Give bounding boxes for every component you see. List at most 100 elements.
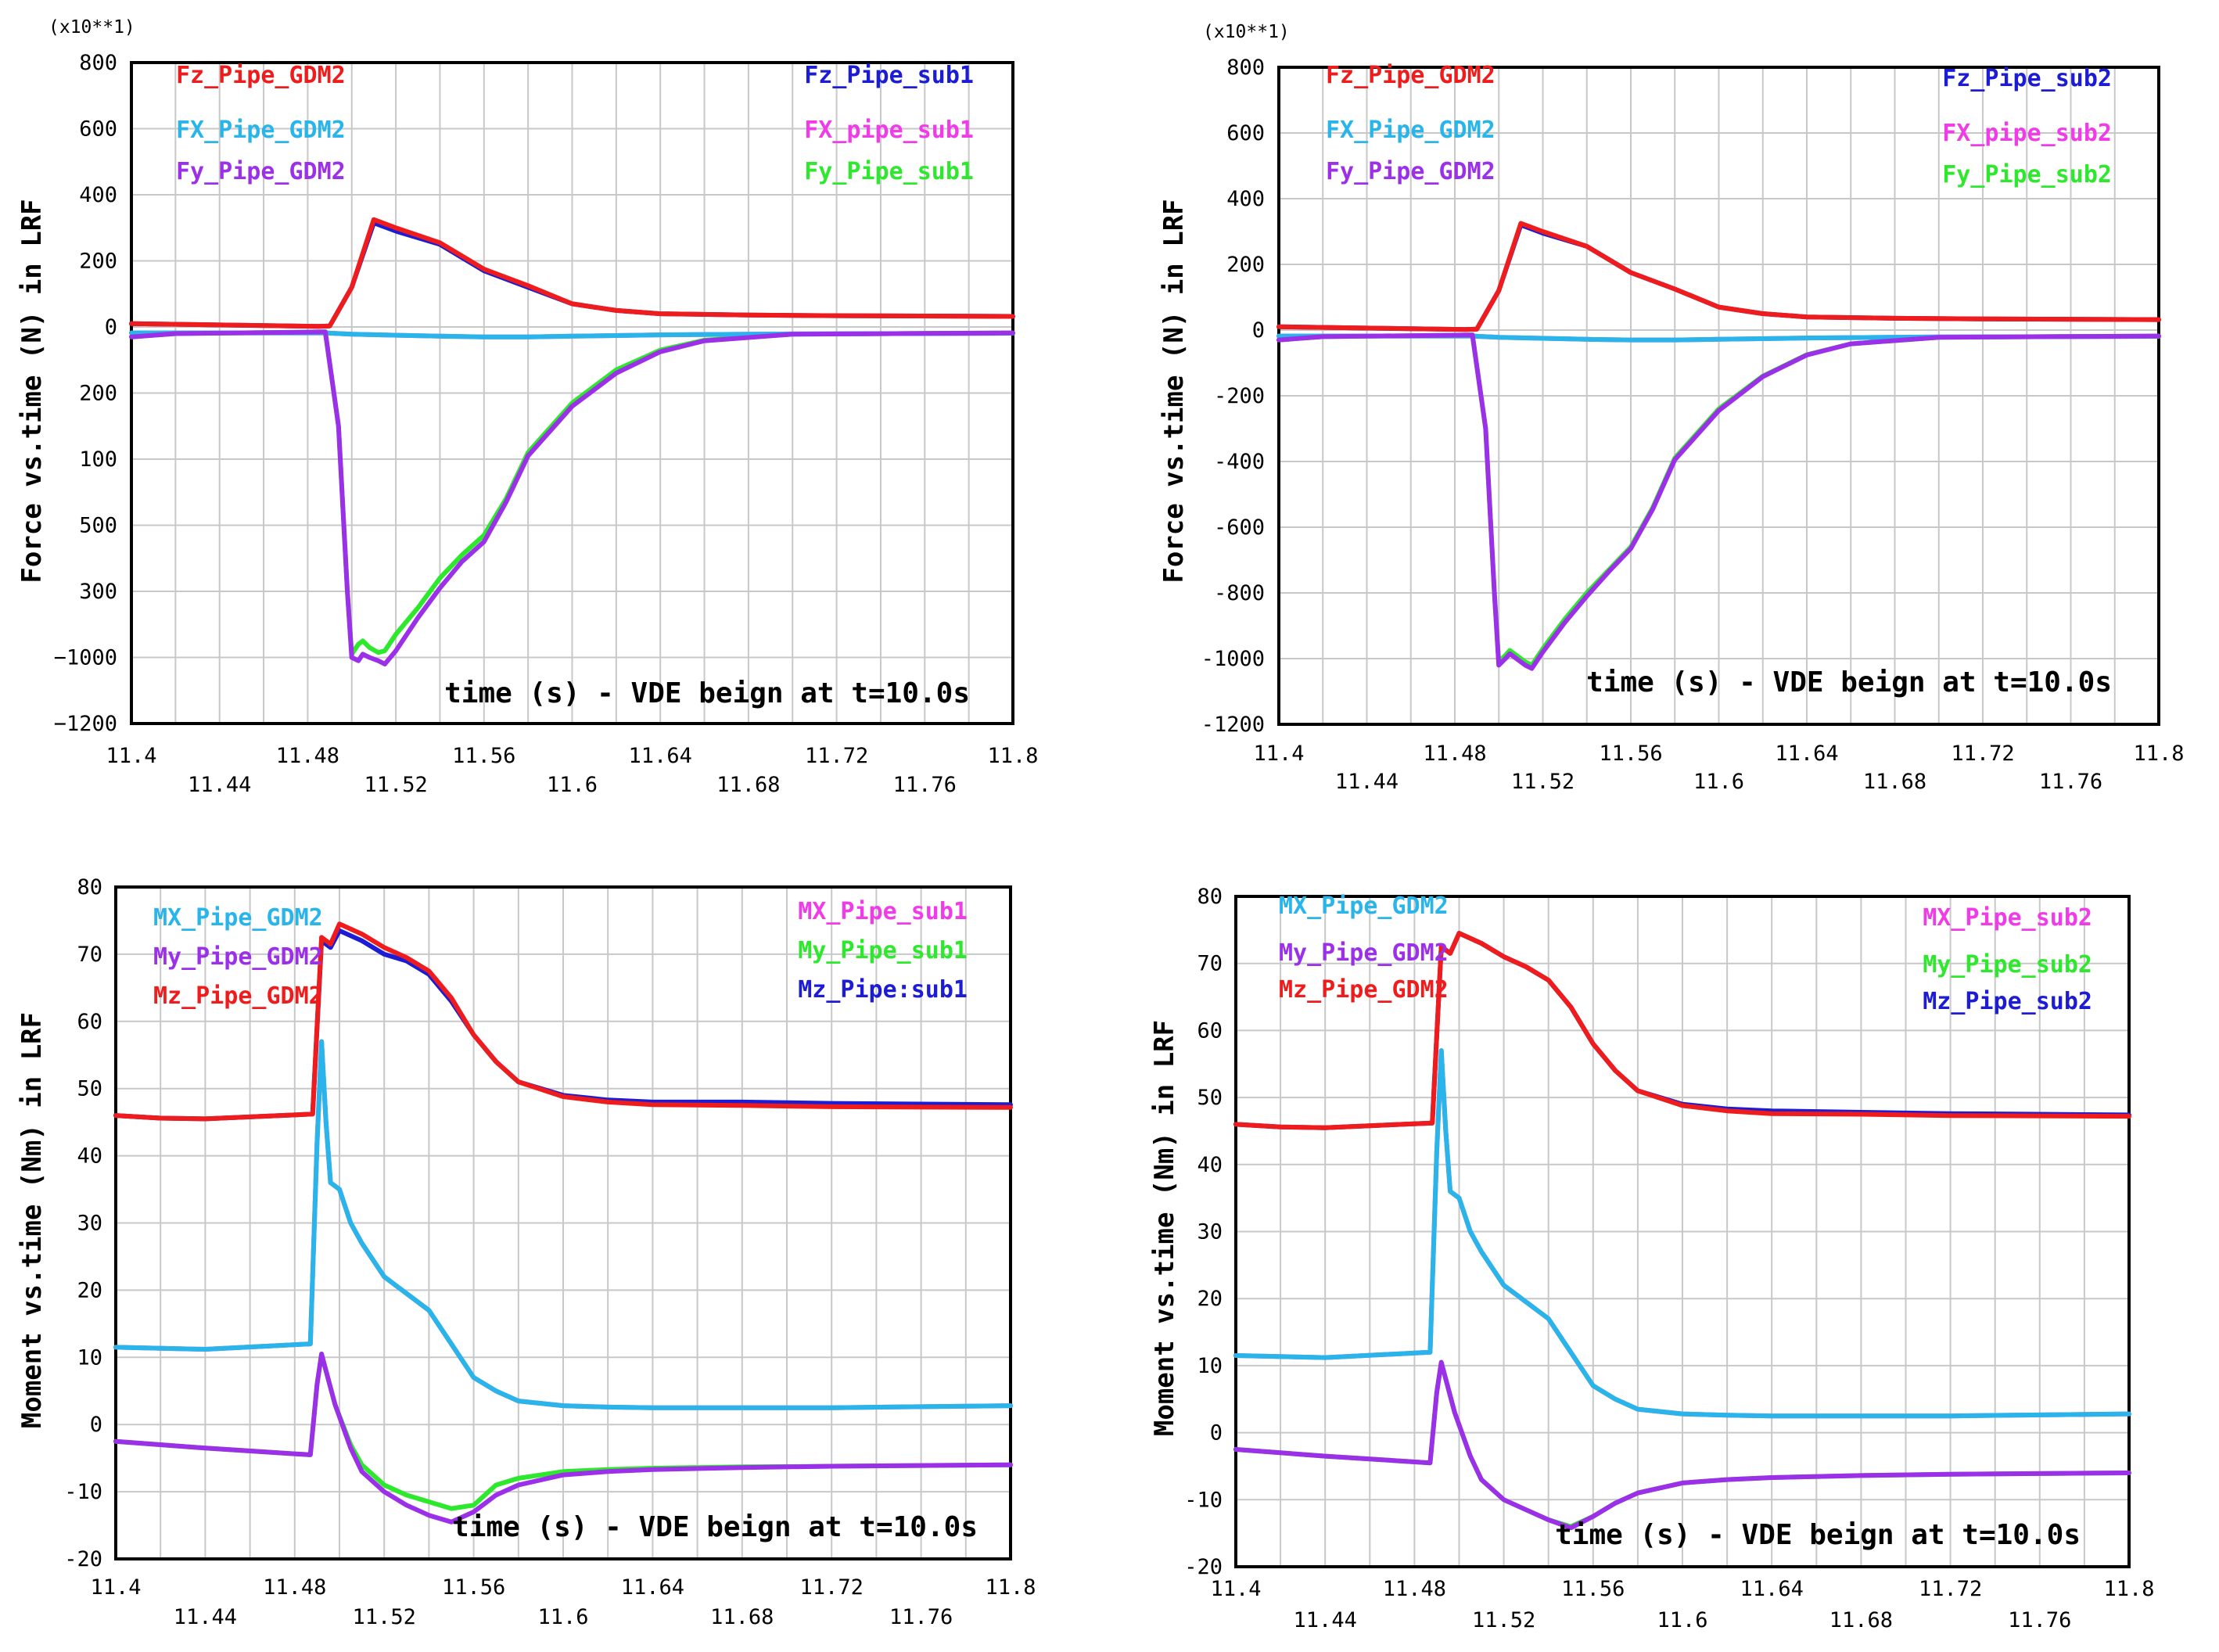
legend-entry: Fz_Pipe_sub2 [1942, 65, 2112, 92]
y-tick-label: 0 [1210, 1421, 1223, 1446]
x-tick-label: 11.52 [1511, 770, 1574, 794]
x-tick-label: 11.8 [2133, 742, 2184, 766]
y-tick-label: 200 [1226, 253, 1265, 277]
y-tick-label: 70 [1197, 952, 1223, 976]
chart-1: 800 600 400 200 0 200 100 500 300 −1000 −1200 11.4 1… [16, 17, 1039, 797]
y-axis-title: Force vs.time (N) in LRF [1158, 199, 1190, 583]
x-tick-label: 11.4 [1210, 1577, 1261, 1601]
x-axis-note: time (s) - VDE beign at t=10.0s [444, 677, 970, 709]
y-tick-label: 30 [77, 1212, 102, 1236]
legend-entry: My_Pipe_GDM2 [153, 943, 323, 971]
legend-entry: My_Pipe_sub1 [798, 937, 968, 964]
x-tick-label: 11.56 [1561, 1577, 1625, 1601]
y-tick-label: 600 [1226, 121, 1265, 145]
legend-entry: Fy_Pipe_GDM2 [176, 158, 346, 185]
legend-entry: Mz_Pipe_GDM2 [153, 982, 323, 1010]
x-axis-note: time (s) - VDE beign at t=10.0s [1555, 1519, 2081, 1551]
y-tick-label: 80 [1197, 885, 1223, 909]
legend-entry: Fz_Pipe_GDM2 [1326, 62, 1495, 89]
y-tick-label: 20 [77, 1278, 102, 1302]
y-tick-label: 70 [77, 943, 102, 967]
series-line-Fz_Pipe_GDM2 [1276, 221, 2161, 332]
y-tick-label: −1000 [54, 646, 117, 670]
x-tick-label: 11.8 [985, 1575, 1036, 1600]
y-tick-label: 50 [77, 1077, 102, 1101]
y-tick-label: 30 [1197, 1220, 1223, 1244]
series-line-MX_Pipe_GDM2 [113, 1039, 1013, 1410]
x-tick-label: 11.6 [1657, 1608, 1707, 1632]
y-tick-label: 50 [1197, 1086, 1223, 1110]
y-tick-label: 500 [79, 514, 117, 538]
y-tick-label: -20 [64, 1547, 102, 1571]
x-tick-label: 11.48 [276, 744, 339, 768]
y-tick-label: 10 [77, 1345, 102, 1370]
x-tick-label: 11.76 [889, 1605, 953, 1629]
x-tick-label: 11.44 [174, 1605, 237, 1629]
x-axis-note: time (s) - VDE beign at t=10.0s [1586, 666, 2112, 699]
series-line-MX_Pipe_GDM2 [1233, 1048, 2131, 1419]
x-tick-label: 11.6 [547, 773, 598, 797]
y-tick-label: 10 [1197, 1354, 1223, 1378]
x-tick-label: 11.64 [621, 1575, 684, 1600]
x-tick-label: 11.72 [1951, 742, 2014, 766]
x-tick-label: 11.8 [987, 744, 1038, 768]
y-tick-label: 100 [79, 447, 117, 472]
x-tick-label: 11.4 [90, 1575, 141, 1600]
legend-entry: Mz_Pipe:sub1 [798, 976, 968, 1004]
y-tick-label: 400 [79, 183, 117, 207]
y-tick-label: 40 [77, 1144, 102, 1169]
series-line-My_Pipe_GDM2 [113, 1352, 1013, 1525]
x-tick-label: 11.48 [1383, 1577, 1446, 1601]
x-tick-label: 11.68 [1863, 770, 1926, 794]
legend-entry: FX_pipe_sub2 [1942, 120, 2112, 147]
plot-frame [1277, 66, 2160, 726]
x-tick-label: 11.48 [1423, 742, 1486, 766]
y-tick-label: 800 [1226, 56, 1265, 80]
legend-entry: Mz_Pipe_GDM2 [1279, 976, 1449, 1004]
y-tick-label: 0 [1252, 318, 1265, 343]
y-tick-label: 0 [105, 315, 117, 339]
x-tick-label: 11.52 [364, 773, 427, 797]
x-axis-note: time (s) - VDE beign at t=10.0s [452, 1511, 978, 1543]
legend-entry: Mz_Pipe_sub2 [1923, 988, 2092, 1015]
x-tick-label: 11.68 [1829, 1608, 1893, 1632]
y-tick-label: 60 [77, 1010, 102, 1034]
x-tick-label: 11.8 [2103, 1577, 2154, 1601]
x-tick-label: 11.44 [188, 773, 251, 797]
legend-entry: FX_Pipe_GDM2 [176, 117, 346, 144]
series-line-Mz_Pipe_GDM2 [1233, 931, 2131, 1130]
y-tick-label: 0 [90, 1413, 102, 1437]
x-tick-label: 11.6 [1693, 770, 1744, 794]
series-line-My_Pipe_GDM2 [1233, 1359, 2131, 1531]
x-tick-label: 11.56 [442, 1575, 505, 1600]
legend-entry: Fy_Pipe_sub2 [1942, 161, 2112, 189]
scale-factor-label: (x10**1) [48, 17, 135, 38]
x-tick-label: 11.52 [353, 1605, 416, 1629]
y-tick-label: -400 [1214, 450, 1265, 474]
y-tick-label: -1200 [1201, 713, 1265, 737]
x-tick-label: 11.4 [1253, 742, 1304, 766]
y-tick-label: -10 [64, 1480, 102, 1504]
x-tick-label: 11.64 [1740, 1577, 1804, 1601]
y-tick-label: -200 [1214, 384, 1265, 408]
y-axis-title: Moment vs.time (Nm) in LRF [16, 1012, 48, 1428]
legend-entry: Fz_Pipe_GDM2 [176, 62, 346, 89]
legend-entry: My_Pipe_GDM2 [1279, 939, 1449, 967]
x-tick-label: 11.68 [710, 1605, 774, 1629]
x-tick-label: 11.76 [893, 773, 957, 797]
series-line-Mz_Pipe_GDM2 [113, 921, 1013, 1122]
chart-3: 80 70 60 50 40 30 20 10 0 -10 -20 11.4 11.48 11.56 11.… [16, 875, 1036, 1629]
x-tick-label: 11.76 [2039, 770, 2102, 794]
y-tick-label: -800 [1214, 581, 1265, 605]
series-line-Fy_Pipe_GDM2 [1276, 332, 2161, 671]
x-tick-label: 11.64 [629, 744, 692, 768]
legend-entry: Fy_Pipe_GDM2 [1326, 158, 1495, 185]
scale-factor-label: (x10**1) [1203, 22, 1290, 42]
y-tick-label: 800 [79, 51, 117, 75]
y-tick-label: -10 [1184, 1488, 1223, 1512]
x-tick-label: 11.56 [1599, 742, 1662, 766]
x-tick-label: 11.44 [1294, 1608, 1357, 1632]
x-tick-label: 11.44 [1335, 770, 1399, 794]
